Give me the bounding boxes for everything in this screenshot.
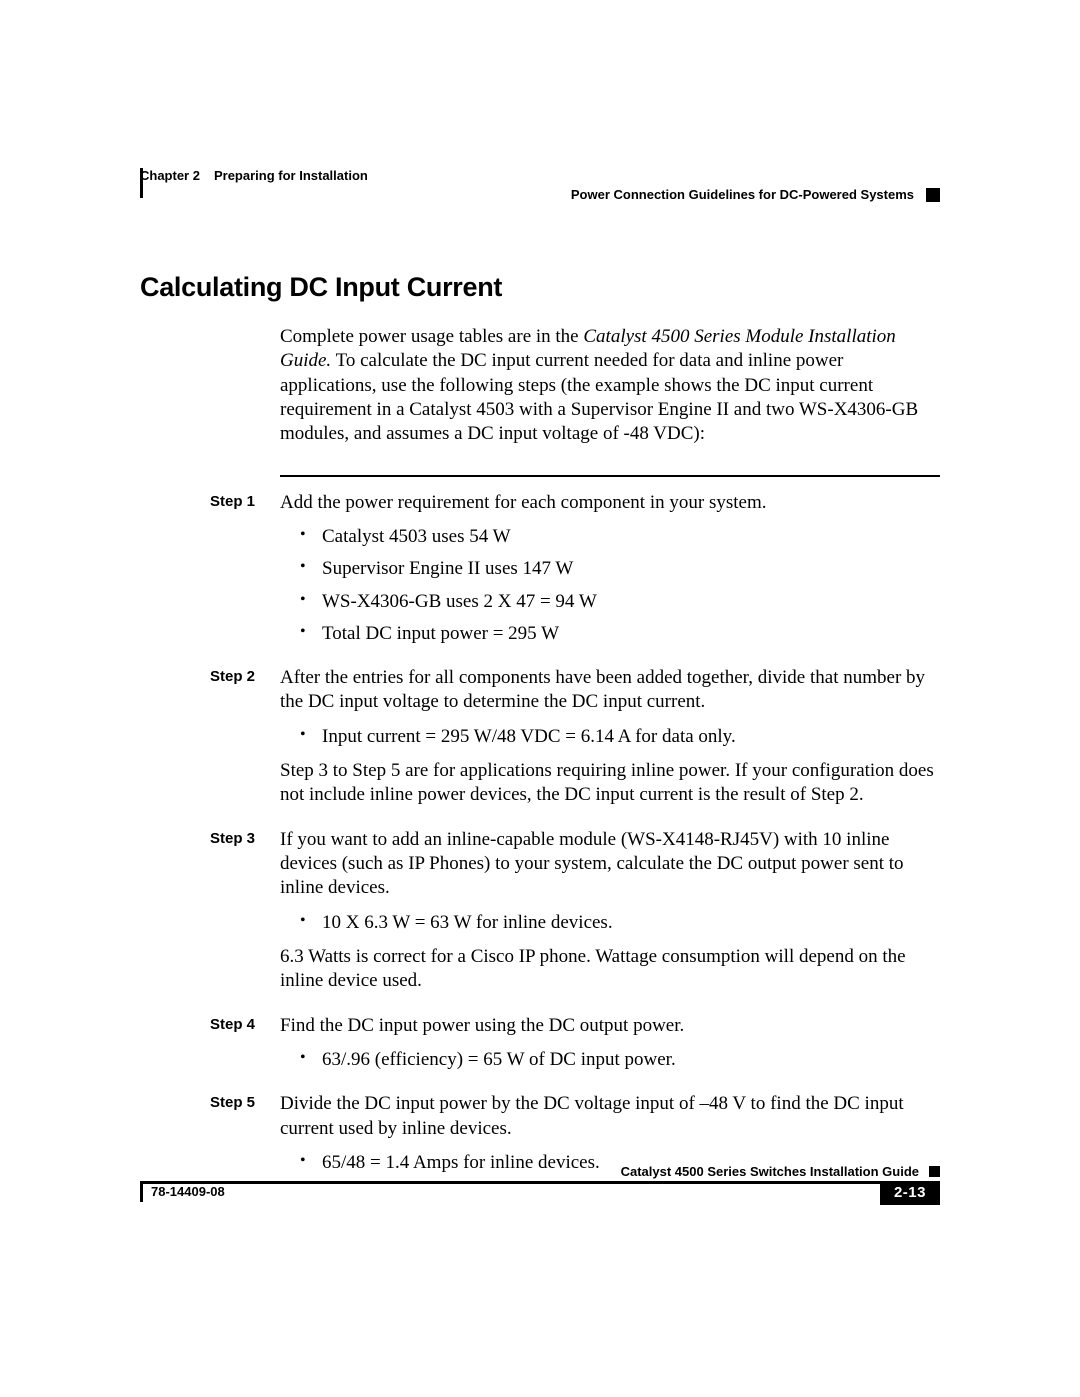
header-left: Chapter 2 Preparing for Installation bbox=[140, 168, 368, 183]
page-number-badge: 2-13 bbox=[880, 1181, 940, 1205]
bullet-item: Catalyst 4503 uses 54 W bbox=[300, 525, 940, 549]
step-bullets: 63/.96 (efficiency) = 65 W of DC input p… bbox=[300, 1048, 940, 1072]
steps-divider bbox=[280, 475, 940, 477]
footer-bottom-row: 78-14409-08 2-13 bbox=[140, 1184, 940, 1205]
intro-lead: Complete power usage tables are in the bbox=[280, 326, 583, 347]
step-label: Step 2 bbox=[210, 666, 280, 818]
step-block: Step 1 Add the power requirement for eac… bbox=[210, 491, 940, 657]
step-body: If you want to add an inline-capable mod… bbox=[280, 828, 940, 1004]
step-text: After the entries for all components hav… bbox=[280, 666, 940, 715]
step-label: Step 3 bbox=[210, 828, 280, 1004]
bullet-item: 63/.96 (efficiency) = 65 W of DC input p… bbox=[300, 1048, 940, 1072]
header-section-title: Power Connection Guidelines for DC-Power… bbox=[571, 187, 914, 202]
bullet-item: Supervisor Engine II uses 147 W bbox=[300, 557, 940, 581]
header-subtitle-row: Power Connection Guidelines for DC-Power… bbox=[140, 187, 940, 202]
chapter-number: Chapter 2 bbox=[140, 168, 200, 183]
bullet-item: Total DC input power = 295 W bbox=[300, 622, 940, 646]
step-body: Add the power requirement for each compo… bbox=[280, 491, 940, 657]
footer-title-row: Catalyst 4500 Series Switches Installati… bbox=[140, 1164, 940, 1179]
section-heading: Calculating DC Input Current bbox=[140, 272, 940, 303]
bullet-item: 10 X 6.3 W = 63 W for inline devices. bbox=[300, 911, 940, 935]
footer-guide-title: Catalyst 4500 Series Switches Installati… bbox=[621, 1164, 919, 1179]
step-text: Divide the DC input power by the DC volt… bbox=[280, 1092, 940, 1141]
page-footer: Catalyst 4500 Series Switches Installati… bbox=[140, 1164, 940, 1205]
footer-rule bbox=[140, 1181, 940, 1184]
step-text: If you want to add an inline-capable mod… bbox=[280, 828, 940, 901]
bullet-item: Input current = 295 W/48 VDC = 6.14 A fo… bbox=[300, 725, 940, 749]
step-bullets: Catalyst 4503 uses 54 W Supervisor Engin… bbox=[300, 525, 940, 646]
step-after-text: 6.3 Watts is correct for a Cisco IP phon… bbox=[280, 945, 940, 994]
footer-doc-number: 78-14409-08 bbox=[151, 1184, 225, 1199]
footer-square-icon bbox=[929, 1166, 940, 1177]
step-bullets: 10 X 6.3 W = 63 W for inline devices. bbox=[300, 911, 940, 935]
step-body: After the entries for all components hav… bbox=[280, 666, 940, 818]
footer-doc-marker bbox=[140, 1184, 143, 1202]
footer-doc-number-block: 78-14409-08 bbox=[140, 1184, 225, 1202]
step-block: Step 2 After the entries for all compone… bbox=[210, 666, 940, 818]
intro-rest: To calculate the DC input current needed… bbox=[280, 350, 918, 444]
intro-paragraph: Complete power usage tables are in the C… bbox=[280, 325, 940, 447]
chapter-title: Preparing for Installation bbox=[214, 168, 368, 183]
bullet-item: WS-X4306-GB uses 2 X 47 = 94 W bbox=[300, 590, 940, 614]
document-page: Chapter 2 Preparing for Installation Pow… bbox=[0, 0, 1080, 1397]
step-label: Step 4 bbox=[210, 1014, 280, 1083]
page-header: Chapter 2 Preparing for Installation bbox=[140, 168, 940, 183]
step-text: Add the power requirement for each compo… bbox=[280, 491, 940, 515]
step-block: Step 3 If you want to add an inline-capa… bbox=[210, 828, 940, 1004]
step-label: Step 1 bbox=[210, 491, 280, 657]
step-text: Find the DC input power using the DC out… bbox=[280, 1014, 940, 1038]
step-block: Step 4 Find the DC input power using the… bbox=[210, 1014, 940, 1083]
step-bullets: Input current = 295 W/48 VDC = 6.14 A fo… bbox=[300, 725, 940, 749]
header-square-icon bbox=[926, 188, 940, 202]
step-body: Find the DC input power using the DC out… bbox=[280, 1014, 940, 1083]
step-after-text: Step 3 to Step 5 are for applications re… bbox=[280, 759, 940, 808]
header-rule-marker bbox=[140, 168, 143, 198]
